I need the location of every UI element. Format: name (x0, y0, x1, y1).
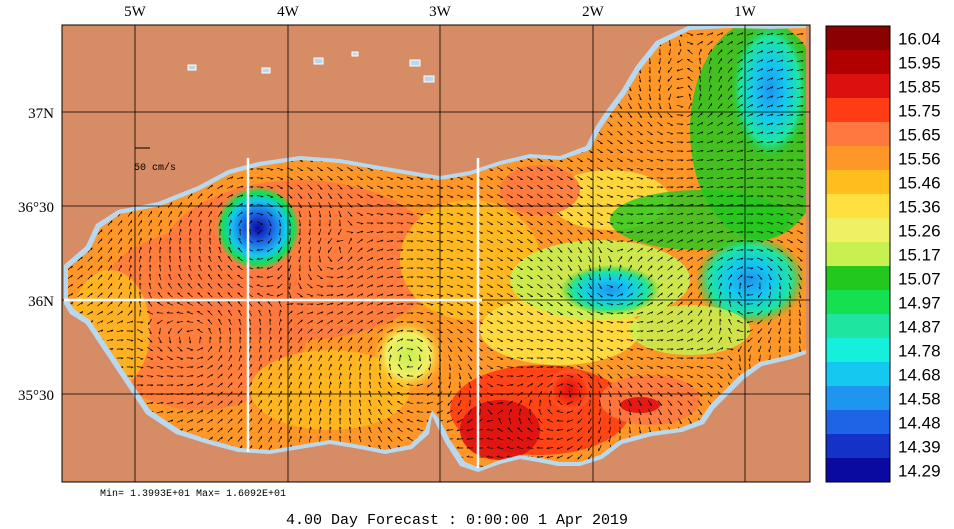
colorbar-label: 14.29 (898, 462, 941, 481)
colorbar-swatch (826, 314, 890, 339)
colorbar-label: 14.68 (898, 366, 941, 385)
colorbar-label: 15.17 (898, 246, 941, 265)
lat-labels: 37N 36°30 36N 35°30 (18, 106, 54, 404)
colorbar-swatch (826, 386, 890, 411)
lon-label-1w: 1W (734, 4, 757, 20)
lon-label-4w: 4W (277, 4, 300, 20)
colorbar-label: 14.39 (898, 438, 941, 457)
forecast-footer: 4.00 Day Forecast : 0:00:00 1 Apr 2019 (286, 512, 628, 529)
colorbar-label: 15.85 (898, 78, 941, 97)
colorbar-swatch (826, 458, 890, 483)
colorbar-swatch (826, 26, 890, 51)
colorbar-swatch (826, 170, 890, 195)
colorbar-swatch (826, 146, 890, 171)
islands (187, 51, 435, 83)
colorbar-label: 14.97 (898, 294, 941, 313)
velocity-scale: 50 cm/s (134, 147, 176, 174)
colorbar: 16.04 15.95 15.85 15.75 15.65 15.56 15.46 15.36… (825, 25, 941, 483)
colorbar-swatch (826, 98, 890, 123)
colorbar-swatch (826, 242, 890, 267)
colorbar-label: 15.56 (898, 150, 941, 169)
lon-labels: 5W 4W 3W 2W 1W (124, 4, 757, 20)
colorbar-label: 15.95 (898, 54, 941, 73)
lat-label-35-30: 35°30 (18, 388, 54, 404)
colorbar-swatch (826, 434, 890, 459)
lat-label-36-30: 36°30 (18, 200, 54, 216)
colorbar-label: 15.75 (898, 102, 941, 121)
colorbar-label: 15.26 (898, 222, 941, 241)
colorbar-label: 14.78 (898, 342, 941, 361)
min-max-text: Min= 1.3993E+01 Max= 1.6092E+01 (100, 488, 286, 500)
colorbar-label: 14.48 (898, 414, 941, 433)
scale-label: 50 cm/s (134, 162, 176, 174)
colorbar-label: 14.58 (898, 390, 941, 409)
colorbar-swatch (826, 410, 890, 435)
section-lines (64, 158, 482, 468)
lat-label-37n: 37N (28, 106, 54, 122)
colorbar-swatch (826, 74, 890, 99)
colorbar-swatch (826, 194, 890, 219)
colorbar-label: 15.36 (898, 198, 941, 217)
colorbar-label: 15.46 (898, 174, 941, 193)
lat-label-36n: 36N (28, 294, 54, 310)
colorbar-frame (825, 25, 891, 483)
colorbar-swatch (826, 218, 890, 243)
colorbar-swatch (826, 122, 890, 147)
colorbar-swatch (826, 290, 890, 315)
lon-label-3w: 3W (429, 4, 452, 20)
colorbar-label: 14.87 (898, 318, 941, 337)
lon-label-5w: 5W (124, 4, 147, 20)
colorbar-swatch (826, 266, 890, 291)
colorbar-swatch (826, 338, 890, 363)
colorbar-label: 15.65 (898, 126, 941, 145)
colorbar-swatch (826, 50, 890, 75)
lon-label-2w: 2W (582, 4, 605, 20)
colorbar-label: 16.04 (898, 30, 941, 49)
colorbar-label: 15.07 (898, 270, 941, 289)
colorbar-swatch (826, 362, 890, 387)
